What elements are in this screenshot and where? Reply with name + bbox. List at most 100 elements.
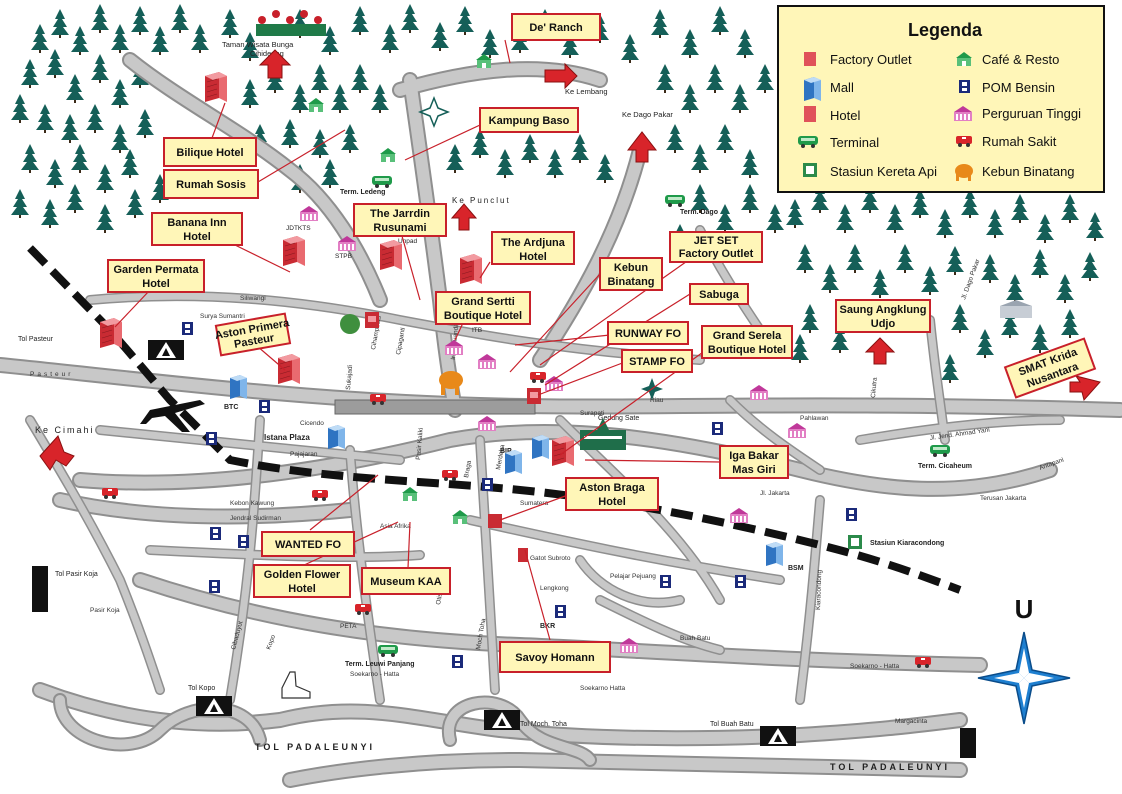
label-term-dago: Term. Dago: [680, 209, 718, 216]
arrow-up-cihideung-icon: [258, 49, 292, 79]
street-label-gatot-subroto: Gatot Subroto: [530, 555, 571, 562]
callout-aston-braga-text-2: Hotel: [598, 496, 626, 508]
street-label-suci: Surapati: [580, 410, 604, 417]
callout-leaders: [114, 39, 721, 641]
pasteur-road-label: Pasteur: [30, 371, 73, 378]
callout-aston-braga[interactable]: Aston Braga Hotel: [565, 477, 659, 511]
street-label-cikutra: Cikutra: [870, 377, 879, 399]
legend-label-pom-bensin: POM Bensin: [982, 80, 1055, 95]
legend-label-rumah-sakit: Rumah Sakit: [982, 134, 1057, 149]
label-stasiun-kiaracondong: Stasiun Kiaracondong: [870, 540, 944, 547]
callout-grand-serela[interactable]: Grand Serela Boutique Hotel: [701, 325, 793, 359]
callout-bilique-hotel[interactable]: Bilique Hotel: [163, 137, 257, 167]
callout-ardjuna[interactable]: The Ardjuna Hotel: [491, 231, 575, 265]
callout-jarrdin-text-1: The Jarrdin: [370, 208, 430, 220]
callout-museum-text: Museum KAA: [370, 576, 442, 588]
callout-jetset-text-2: Factory Outlet: [679, 248, 754, 260]
callout-wanted-text: WANTED FO: [275, 539, 341, 551]
gas-station-icon-2: [259, 400, 270, 413]
street-label-padjajaran: Pajajaran: [290, 451, 318, 458]
bilique-hotel-building-icon: [204, 71, 228, 103]
callout-grand-sertti[interactable]: Grand Sertti Boutique Hotel: [435, 291, 531, 325]
street-label-jend-sudirman: Jendral Sudirman: [230, 515, 281, 522]
callout-runway-text: RUNWAY FO: [615, 328, 681, 340]
label-btc: BTC: [224, 404, 238, 411]
callout-de-ranch[interactable]: De' Ranch: [511, 13, 601, 41]
gas-station-icon-12: [712, 422, 723, 435]
street-label-otista: Otista: [435, 587, 445, 605]
street-label-pahlawan: Pahlawan: [800, 415, 829, 422]
street-label-jakarta: Jl. Jakarta: [760, 490, 790, 497]
arrow-up-punclut-icon: [450, 203, 478, 231]
callout-savoy-text: Savoy Homann: [515, 652, 595, 664]
street-label-soekarno-hatta-2: Soekarno Hatta: [580, 685, 626, 692]
callout-kampung-baso-text: Kampung Baso: [489, 115, 570, 127]
callout-savoy-homann[interactable]: Savoy Homann: [499, 641, 611, 673]
callout-banana-inn[interactable]: Banana Inn Hotel: [151, 212, 243, 246]
callout-garden-text-1: Garden Permata: [114, 264, 200, 276]
legend-label-kebun-binatang: Kebun Binatang: [982, 164, 1075, 179]
legend-item-kebun-binatang: Kebun Binatang: [955, 164, 1075, 181]
callout-garden-text-2: Hotel: [142, 278, 170, 290]
gas-station-icon-4: [210, 527, 221, 540]
callout-ardjuna-text-2: Hotel: [519, 251, 547, 263]
callout-iga-bakar[interactable]: Iga Bakar Mas Giri: [719, 445, 789, 479]
place-labels: Taman Wisata Bunga Cihideung Ke Lembang …: [18, 40, 972, 772]
callout-rumah-sosis[interactable]: Rumah Sosis: [163, 169, 259, 199]
compass-rose: U: [977, 594, 1071, 725]
street-label-cipaganti: Cipaganti: [395, 327, 407, 355]
label-term-cicaheum: Term. Cicaheum: [918, 463, 972, 470]
compass-north-label: U: [1015, 594, 1034, 624]
callout-kampung-baso[interactable]: Kampung Baso: [479, 107, 579, 133]
legend-label-cafe-resto: Café & Resto: [982, 52, 1059, 67]
street-label-kebon-kawung: Kebon Kawung: [230, 500, 274, 507]
street-label-surya-sumantri: Surya Sumantri: [200, 313, 245, 320]
street-label-siliwangi: Siliwangi: [240, 295, 266, 302]
callout-kebun-binatang[interactable]: Kebun Binatang: [599, 257, 663, 291]
gas-station-icon-8: [452, 655, 463, 668]
callout-aston-primera[interactable]: Aston Primera Pasteur: [213, 312, 293, 357]
legend-item-factory-outlet: Factory Outlet: [804, 52, 912, 67]
callout-golden-flower[interactable]: Golden Flower Hotel: [253, 564, 351, 598]
label-gedung-sate: Gedung Sate: [598, 415, 639, 422]
street-label-soekarno-hatta-1: Soekarno - Hatta: [350, 671, 400, 678]
callout-garden-permata[interactable]: Garden Permata Hotel: [107, 259, 205, 293]
label-unpad: Unpad: [398, 238, 418, 245]
ardjuna-building-icon: [459, 253, 483, 285]
railway: [27, 245, 962, 594]
tol-pasir-koja-gate-icon: [32, 566, 48, 612]
label-stpb: STPB: [335, 253, 352, 260]
label-taman-bunga-2: Cihideung: [250, 49, 284, 58]
gas-station-icon-14: [482, 478, 493, 491]
street-label-pasir-koja: Pasir Koja: [90, 607, 120, 614]
callout-stamp-fo[interactable]: STAMP FO: [621, 349, 693, 373]
callout-smat-krida[interactable]: SMAT Krida Nusantara: [1003, 337, 1097, 399]
legend-label-terminal: Terminal: [830, 135, 879, 150]
callout-runway-fo[interactable]: RUNWAY FO: [607, 321, 689, 345]
park-tree-icon: [340, 314, 360, 334]
arrow-up-dago-pakar-icon: [626, 131, 658, 163]
callout-iga-text-2: Mas Giri: [732, 464, 775, 476]
callout-jetset[interactable]: JET SET Factory Outlet: [669, 231, 763, 263]
pasupati-flyover: [334, 399, 536, 415]
label-tol-moch-toha: Tol Moch. Toha: [520, 721, 567, 728]
callout-de-ranch-text: De' Ranch: [529, 22, 583, 34]
bip-mall-icon: [505, 450, 522, 474]
callout-jarrdin[interactable]: The Jarrdin Rusunami: [353, 203, 447, 237]
callout-museum-kaa[interactable]: Museum KAA: [361, 567, 451, 595]
label-ke-dago-pakar: Ke Dago Pakar: [622, 110, 673, 119]
callout-sabuga[interactable]: Sabuga: [689, 283, 749, 305]
street-label-buah-batu: Buah Batu: [680, 635, 711, 642]
callout-banana-text-2: Hotel: [183, 231, 211, 243]
callout-wanted-fo[interactable]: WANTED FO: [261, 531, 355, 557]
street-label-pelajar: Pelajar Pejuang: [610, 573, 656, 580]
callout-jetset-text-1: JET SET: [694, 235, 739, 247]
street-label-peta: PETA: [340, 623, 357, 630]
aston-primera-building-icon: [277, 353, 301, 385]
callout-saung-angklung[interactable]: Saung Angklung Udjo: [835, 299, 931, 333]
istana-plaza-mall-icon: [328, 425, 345, 449]
callout-sabuga-text: Sabuga: [699, 289, 740, 301]
factory-outlet-icon: [804, 52, 816, 66]
street-label-riau: Riau: [650, 397, 664, 404]
